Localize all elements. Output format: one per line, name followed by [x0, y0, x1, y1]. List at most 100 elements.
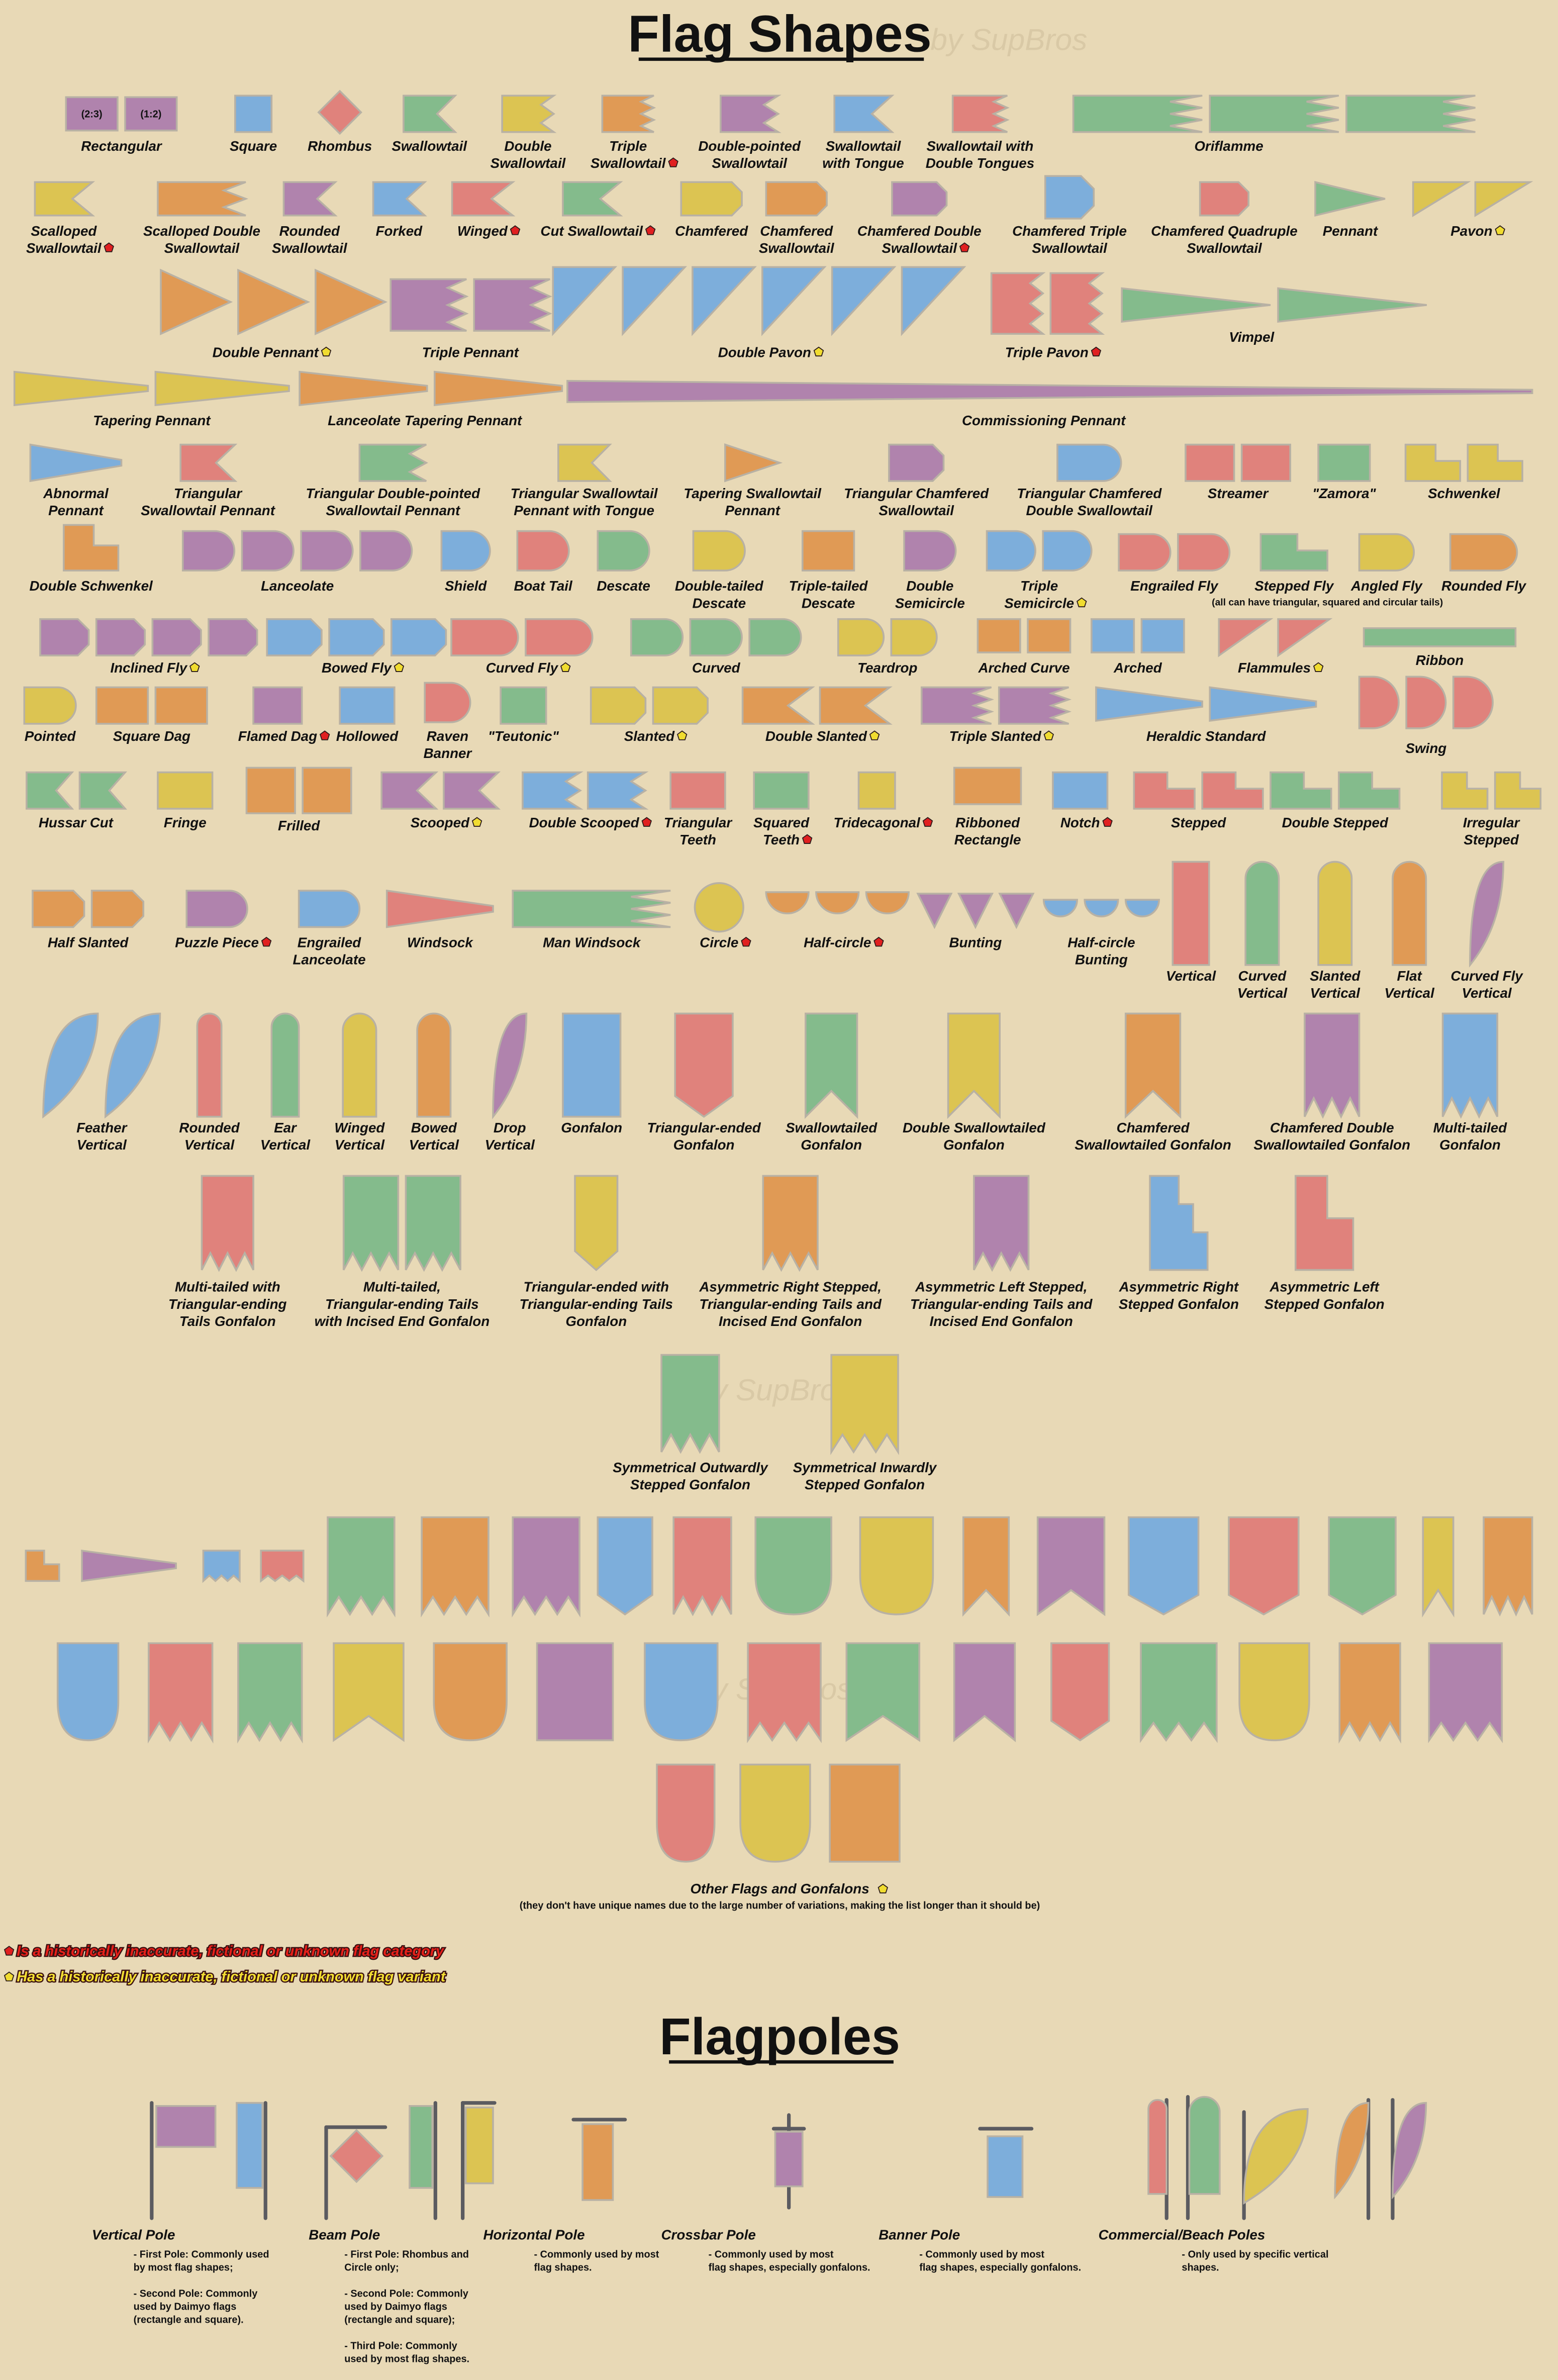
- flag-label: Double Swallowtailed: [903, 1120, 1046, 1135]
- flag-shape: [1121, 287, 1271, 323]
- flag-label: Swallowtail: [26, 240, 102, 256]
- flag-shape: [831, 266, 897, 336]
- flag-shape: [587, 771, 649, 810]
- flag-shape: [179, 443, 238, 482]
- flag-shape: [1185, 443, 1235, 482]
- marker: [394, 662, 405, 672]
- flag-label: Cut Swallowtail: [540, 223, 643, 239]
- marker: [4, 1946, 15, 1956]
- flag-label: Half-circle: [804, 935, 871, 950]
- flag-shape: [890, 618, 938, 656]
- flag-shape: [1474, 181, 1533, 217]
- flag-label: Double Pennant: [213, 344, 320, 360]
- flag-shape: [516, 530, 570, 572]
- flag-shape: [260, 1550, 305, 1583]
- flag-shape: [581, 2123, 614, 2201]
- flag-label: Flat: [1397, 968, 1422, 984]
- flag-shape: [1449, 533, 1518, 572]
- flag-label: Rectangle: [954, 832, 1021, 847]
- flag-label: Squared: [753, 815, 810, 830]
- flag-label: Incised End Gonfalon: [719, 1313, 862, 1329]
- flag-shape: [512, 890, 671, 928]
- flag-label: Triangular: [174, 486, 243, 501]
- flag-shape: [1124, 899, 1160, 918]
- flag-shape: [536, 1642, 614, 1742]
- flag-shape: [409, 2105, 434, 2189]
- flag-shape: [801, 530, 855, 572]
- marker: [104, 242, 114, 252]
- flag-label: Swallowtail: [1187, 240, 1262, 256]
- marker: [560, 662, 571, 672]
- flag-shape: [202, 1550, 241, 1583]
- flag-label: Pavon: [1450, 223, 1492, 239]
- flag-label: Vertical: [1385, 985, 1435, 1001]
- flag-shape: [201, 1175, 254, 1272]
- flag-label: Shield: [445, 578, 487, 594]
- marker: [668, 157, 678, 167]
- flag-shape: [674, 1012, 734, 1118]
- flag-label: Abnormal: [43, 486, 109, 501]
- flag-label: Descate: [597, 578, 650, 594]
- legend-category: Is a historically inaccurate, fictional …: [17, 1943, 445, 1959]
- flag-shape: [1209, 94, 1339, 133]
- flag-label: Arched Curve: [978, 660, 1069, 676]
- flag-shape: [1483, 1516, 1533, 1617]
- flag-label: Teeth: [763, 832, 800, 847]
- flag-label: Stepped: [1464, 832, 1519, 847]
- marker: [1091, 346, 1102, 357]
- marker: [1043, 730, 1054, 740]
- flag-shape: [1050, 1642, 1110, 1742]
- flag-shape: [317, 89, 362, 135]
- flag-label: Half-circle: [1067, 935, 1135, 950]
- flag-shape: [1201, 771, 1264, 810]
- flag-shape: [859, 1516, 934, 1615]
- flag-label: Swallowtail Pennant: [326, 503, 461, 518]
- flag-label: Vertical: [1237, 985, 1288, 1001]
- section-title: Flagpoles: [659, 2008, 900, 2065]
- flag-shape: [124, 96, 178, 132]
- flag-shape: [953, 767, 1022, 805]
- flag-shape: [154, 686, 208, 725]
- flag-label: Ear: [274, 1120, 298, 1135]
- marker: [922, 817, 933, 827]
- flag-label: Stepped: [1171, 815, 1227, 830]
- marker: [261, 936, 272, 947]
- flag-shape: [977, 618, 1021, 653]
- flag-shape: [104, 1012, 161, 1119]
- flag-label: Triangular Chamfered: [844, 486, 989, 501]
- other-label: Other Flags and Gonfalons: [690, 1881, 869, 1896]
- flag-shape: [916, 893, 953, 929]
- flag-shape: [270, 1012, 300, 1118]
- flag-label: Swallowtail: [879, 503, 954, 518]
- flag-shape: [1412, 181, 1471, 217]
- flag-shape: [748, 618, 802, 656]
- flag-label: Forked: [376, 223, 423, 239]
- flag-label: Triangular-ending Tails and: [910, 1296, 1093, 1312]
- flag-shape: [421, 1516, 490, 1617]
- flag-label: Slanted: [1310, 968, 1360, 984]
- flag-label: Triangular-ending: [168, 1296, 287, 1312]
- marker: [4, 1971, 15, 1981]
- flag-shape: [630, 618, 684, 656]
- flag-shape: [522, 771, 583, 810]
- flag-shape: [888, 443, 945, 482]
- flag-label: Triangular-ending Tails and: [699, 1296, 882, 1312]
- flag-label: Triangular-ended with: [524, 1279, 669, 1295]
- flag-shape: [62, 524, 120, 572]
- flag-shape: [1072, 94, 1203, 133]
- flag-shape: [450, 618, 519, 656]
- flag-shape: [1392, 861, 1427, 966]
- flag-shape: [829, 1763, 901, 1863]
- flag-label: Banner: [424, 745, 473, 761]
- flag-shape: [1118, 533, 1172, 572]
- marker: [813, 346, 824, 357]
- flag-label: Winged: [457, 223, 508, 239]
- flag-label: Triangular-ended: [647, 1120, 761, 1135]
- flag-shape: [500, 686, 547, 725]
- flag-shape: [241, 530, 295, 572]
- flag-shape: [237, 1642, 303, 1744]
- other-note: (they don't have unique names due to the…: [520, 1900, 1040, 1911]
- watermark: by SupBros: [695, 1373, 852, 1407]
- flag-label: "Teutonic": [488, 728, 559, 744]
- flag-shape: [1199, 181, 1250, 217]
